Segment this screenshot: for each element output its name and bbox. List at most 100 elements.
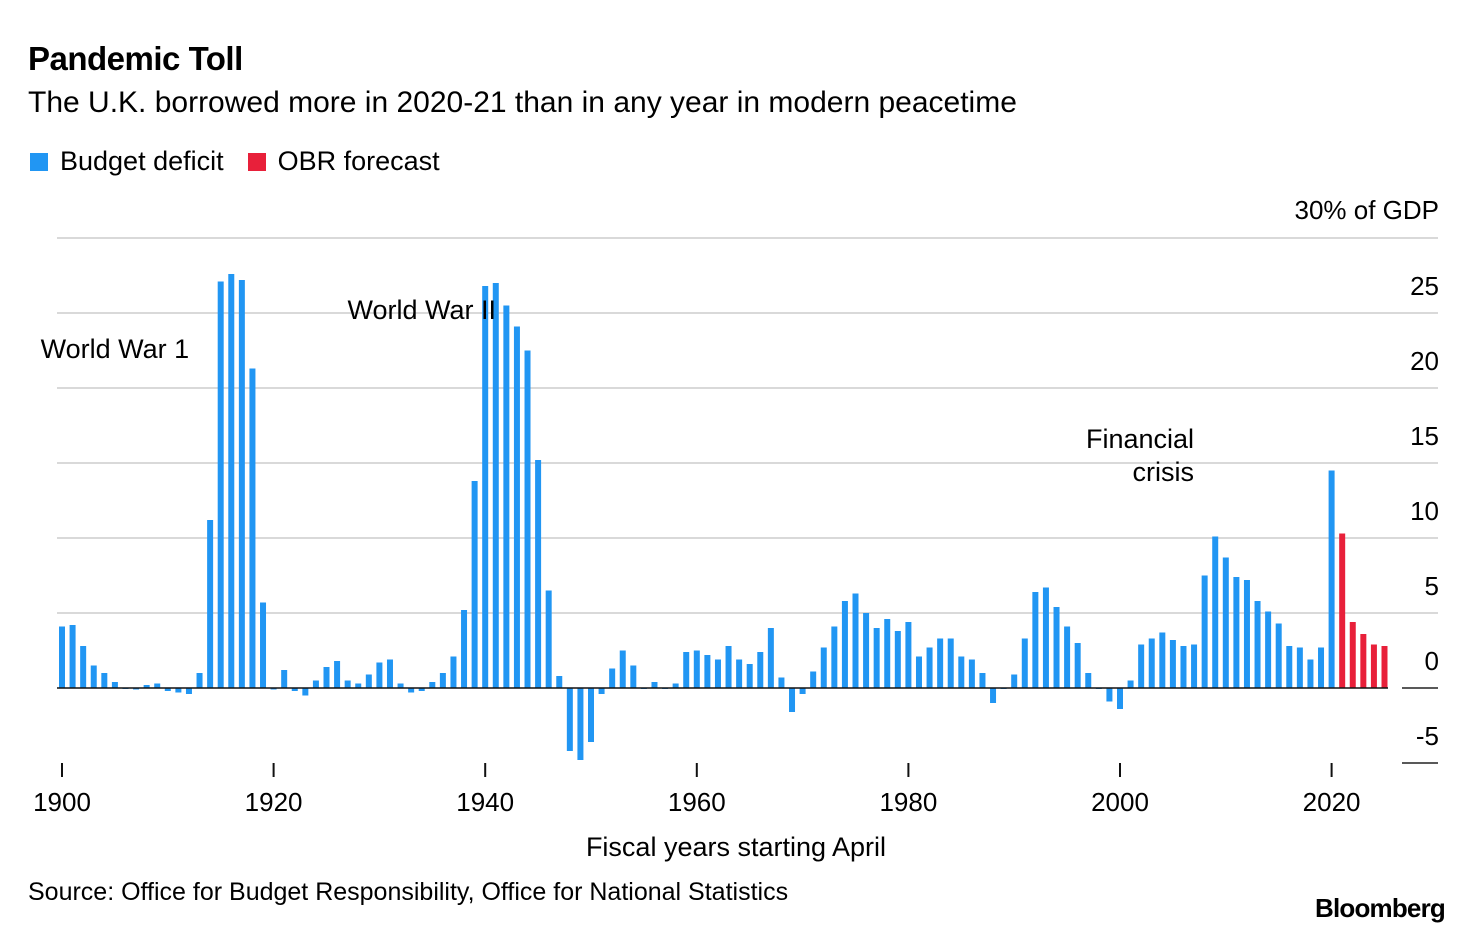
deficit-bar bbox=[937, 638, 944, 688]
deficit-bar bbox=[101, 673, 108, 688]
x-tick-label: 2000 bbox=[1091, 787, 1149, 817]
deficit-bar bbox=[926, 647, 933, 688]
deficit-bar bbox=[1296, 647, 1303, 688]
x-axis-title: Fiscal years starting April bbox=[586, 832, 886, 862]
deficit-bar bbox=[80, 646, 87, 688]
x-tick-label: 2020 bbox=[1303, 787, 1361, 817]
deficit-bar bbox=[1254, 601, 1261, 688]
annotation: World War 1 bbox=[41, 334, 190, 364]
y-tick-label: 20 bbox=[1410, 346, 1439, 376]
deficit-bar bbox=[439, 673, 446, 688]
legend-swatch-budget-deficit bbox=[30, 152, 48, 171]
deficit-bar bbox=[852, 593, 859, 688]
forecast-bar bbox=[1370, 644, 1377, 688]
deficit-bar bbox=[863, 613, 870, 688]
deficit-bar bbox=[1074, 643, 1081, 688]
deficit-bar bbox=[185, 688, 192, 694]
deficit-bar bbox=[386, 659, 393, 688]
deficit-bar bbox=[1243, 580, 1250, 688]
deficit-bar bbox=[260, 602, 267, 688]
deficit-bar bbox=[450, 656, 457, 688]
deficit-bar bbox=[1053, 607, 1060, 688]
deficit-bar bbox=[714, 659, 721, 688]
deficit-bar bbox=[1011, 674, 1018, 688]
deficit-bar bbox=[1117, 688, 1123, 709]
deficit-bar bbox=[672, 683, 679, 688]
deficit-bar bbox=[577, 688, 584, 760]
deficit-bar bbox=[365, 674, 372, 688]
deficit-bar bbox=[968, 659, 975, 688]
deficit-bar bbox=[1021, 638, 1028, 688]
deficit-bar bbox=[207, 520, 214, 688]
deficit-bar bbox=[789, 688, 796, 712]
y-tick-label: 15 bbox=[1410, 421, 1439, 451]
deficit-bar bbox=[905, 622, 912, 688]
deficit-bar bbox=[598, 688, 605, 694]
annotation: crisis bbox=[1133, 457, 1195, 487]
x-tick-label: 1980 bbox=[879, 787, 937, 817]
deficit-bar bbox=[1042, 587, 1049, 688]
x-tick-label: 1960 bbox=[668, 787, 726, 817]
deficit-bar bbox=[736, 659, 743, 688]
deficit-bar bbox=[1169, 640, 1176, 688]
x-tick-label: 1920 bbox=[245, 787, 303, 817]
deficit-bar bbox=[175, 688, 182, 693]
chart-title: Pandemic Toll bbox=[28, 40, 243, 77]
deficit-bar bbox=[767, 628, 774, 688]
deficit-bar bbox=[111, 682, 118, 688]
deficit-bar bbox=[609, 668, 616, 688]
deficit-bar bbox=[503, 305, 510, 688]
deficit-bar bbox=[651, 682, 658, 688]
legend: Budget deficit OBR forecast bbox=[30, 146, 464, 177]
deficit-bar bbox=[196, 673, 203, 688]
deficit-bar bbox=[1233, 577, 1240, 688]
deficit-bar bbox=[90, 665, 97, 688]
deficit-bar bbox=[1064, 626, 1071, 688]
deficit-bar bbox=[915, 656, 922, 688]
deficit-bar bbox=[164, 688, 171, 691]
deficit-bar bbox=[143, 685, 150, 688]
deficit-bar bbox=[355, 683, 362, 688]
deficit-bar bbox=[894, 631, 901, 688]
x-tick-label: 1900 bbox=[33, 787, 91, 817]
deficit-bar bbox=[291, 688, 298, 691]
deficit-bar bbox=[1148, 638, 1155, 688]
y-tick-label: -5 bbox=[1416, 721, 1439, 751]
deficit-bar bbox=[1085, 673, 1092, 688]
deficit-bar bbox=[1138, 644, 1145, 688]
deficit-bar bbox=[1191, 644, 1198, 688]
deficit-bar bbox=[979, 673, 986, 688]
deficit-bar bbox=[429, 682, 436, 688]
deficit-bar bbox=[1180, 646, 1187, 688]
deficit-bar bbox=[1265, 611, 1272, 688]
legend-label-budget-deficit: Budget deficit bbox=[60, 146, 224, 176]
chart-subtitle: The U.K. borrowed more in 2020-21 than i… bbox=[28, 86, 1017, 119]
deficit-bar bbox=[408, 688, 415, 693]
deficit-bar bbox=[1212, 536, 1219, 688]
deficit-bar bbox=[228, 274, 235, 688]
deficit-bar bbox=[884, 619, 891, 688]
source-note: Source: Office for Budget Responsibility… bbox=[28, 878, 789, 906]
deficit-bar bbox=[820, 647, 827, 688]
x-tick-label: 1940 bbox=[456, 787, 514, 817]
y-tick-label: 10 bbox=[1410, 496, 1439, 526]
deficit-bar bbox=[312, 680, 319, 688]
deficit-bar bbox=[947, 638, 954, 688]
deficit-bar bbox=[704, 655, 711, 688]
legend-item-budget-deficit: Budget deficit bbox=[30, 146, 224, 177]
deficit-bar bbox=[482, 286, 489, 688]
deficit-bar bbox=[535, 460, 542, 688]
legend-swatch-obr-forecast bbox=[247, 152, 266, 171]
deficit-bar bbox=[302, 688, 309, 696]
deficit-bar bbox=[397, 683, 404, 688]
deficit-bar bbox=[545, 590, 552, 688]
deficit-bar bbox=[344, 680, 351, 688]
deficit-bar bbox=[418, 688, 425, 691]
bloomberg-logo: Bloomberg bbox=[1314, 893, 1446, 923]
deficit-bar bbox=[492, 283, 499, 688]
deficit-bar bbox=[69, 625, 76, 688]
deficit-bar bbox=[778, 677, 785, 688]
forecast-bar bbox=[1360, 634, 1367, 688]
legend-item-obr-forecast: OBR forecast bbox=[247, 146, 440, 177]
